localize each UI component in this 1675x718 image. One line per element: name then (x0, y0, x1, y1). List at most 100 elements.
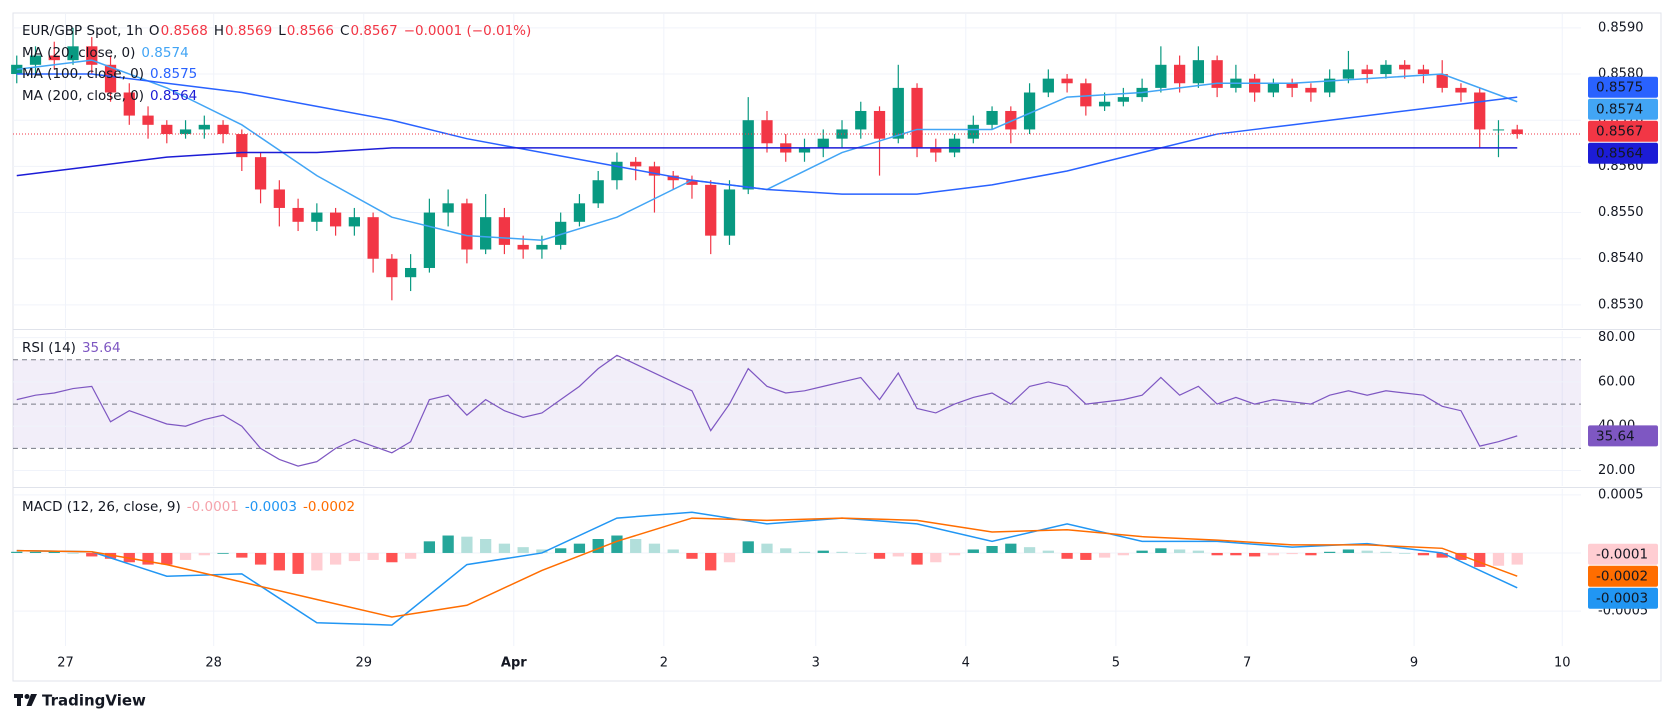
macd-histogram-bar (1061, 552, 1073, 559)
macd-histogram-bar (104, 552, 117, 559)
macd-histogram-bar (1436, 552, 1448, 558)
macd-histogram-bar (1117, 552, 1129, 556)
candle-body (367, 217, 379, 259)
macd-histogram-bar (254, 552, 267, 565)
y-tick-label: 0.8550 (1598, 205, 1644, 220)
macd-histogram-bar (855, 552, 867, 554)
y-tick-label: 0.8530 (1598, 297, 1644, 312)
candle-body (1211, 60, 1223, 88)
macd-histogram-bar (836, 551, 848, 553)
price-label-box (1588, 425, 1658, 447)
x-tick-label: 10 (1554, 656, 1571, 671)
y-tick-label: 60.00 (1598, 374, 1635, 389)
candle-body (892, 87, 904, 139)
macd-histogram-bar (1042, 550, 1054, 553)
macd-histogram-bar (930, 552, 942, 563)
macd-histogram-bar (573, 543, 586, 553)
y-tick-label: 0.0005 (1598, 487, 1644, 502)
macd-histogram-bar (1005, 543, 1017, 553)
candle-body (705, 184, 717, 236)
y-tick-label: 0.8540 (1598, 251, 1644, 266)
macd-histogram-bar (348, 552, 360, 562)
brand-logo (14, 694, 37, 706)
macd-histogram-bar (911, 552, 923, 565)
candle-body (1249, 78, 1261, 93)
legend-value: -0.0003 (244, 499, 297, 515)
price-label-box (1588, 142, 1658, 164)
macd-histogram-bar (592, 539, 604, 553)
candle-body (573, 203, 586, 222)
rsi-line (16, 354, 1518, 467)
ohlc-value: 0.8567 (350, 23, 398, 39)
candle-body (86, 46, 98, 65)
x-tick-label: 27 (57, 656, 74, 671)
macd-histogram-bar (1455, 552, 1467, 560)
price-label-box (1588, 587, 1658, 609)
candle-body (1361, 69, 1373, 75)
rsi-legend: RSI (14) 35.64 (22, 338, 127, 360)
candle-body (536, 244, 548, 250)
macd-histogram-bar (1136, 550, 1148, 553)
macd-histogram-bar (292, 552, 304, 574)
macd-histogram-bar (329, 552, 342, 565)
price-label: -0.0001 (1596, 547, 1648, 563)
macd-histogram-bar (686, 552, 698, 559)
macd-histogram-bar (1023, 547, 1036, 553)
price-label: 0.8564 (1596, 146, 1643, 162)
candle-body (686, 180, 698, 185)
candle-body (986, 110, 998, 125)
macd-histogram-bar (705, 552, 717, 571)
candle-body (761, 120, 773, 144)
macd-histogram-bar (1492, 552, 1505, 566)
candle-body (48, 55, 60, 61)
candle-body (423, 212, 436, 268)
macd-histogram-bar (780, 548, 792, 553)
candle-body (592, 180, 604, 204)
candle-body (236, 134, 248, 158)
price-label-box (1588, 565, 1658, 587)
candle-body (1155, 64, 1167, 88)
candle-body (967, 124, 979, 139)
macd-histogram-bar (311, 552, 323, 571)
macd-histogram-bar (198, 552, 210, 556)
macd-histogram-bar (179, 552, 192, 560)
macd-histogram-bar (873, 552, 886, 559)
x-tick-label: Apr (501, 656, 527, 671)
macd-histogram-bar (892, 552, 904, 557)
macd-histogram-bar (517, 547, 529, 553)
macd-histogram-bar (1211, 552, 1223, 556)
macd-histogram-bar (986, 545, 998, 553)
brand-name: TradingView (42, 692, 146, 710)
candle-body (723, 189, 736, 236)
candle-body (142, 115, 154, 125)
macd-histogram-bar (386, 552, 398, 563)
x-tick-label: 4 (962, 656, 970, 671)
macd-histogram-bar (1417, 552, 1430, 556)
candle-body (1023, 92, 1036, 130)
candle-body (292, 207, 304, 222)
macd-histogram-bar (1511, 552, 1523, 565)
moving-average-line (16, 73, 1518, 195)
candle-body (648, 166, 661, 176)
candle-body (254, 157, 267, 190)
macd-histogram-bar (498, 543, 511, 553)
macd-histogram-bar (11, 551, 23, 553)
candle-body (1267, 83, 1280, 93)
macd-histogram-bar (1192, 550, 1205, 553)
candle-body (1399, 64, 1411, 70)
candle-body (461, 203, 473, 250)
macd-histogram-bar (742, 541, 754, 553)
candle-body (1305, 87, 1317, 93)
candle-body (442, 203, 454, 213)
candle-body (1192, 60, 1205, 84)
x-tick-label: 3 (812, 656, 820, 671)
candle-body (817, 138, 829, 148)
macd-histogram-bar (161, 552, 173, 565)
macd-histogram-bar (480, 539, 492, 553)
candle-body (1455, 87, 1467, 93)
price-label: 0.8575 (1596, 80, 1643, 96)
macd-histogram-bar (798, 551, 811, 553)
macd-line (16, 511, 1518, 626)
x-tick-label: 29 (355, 656, 372, 671)
